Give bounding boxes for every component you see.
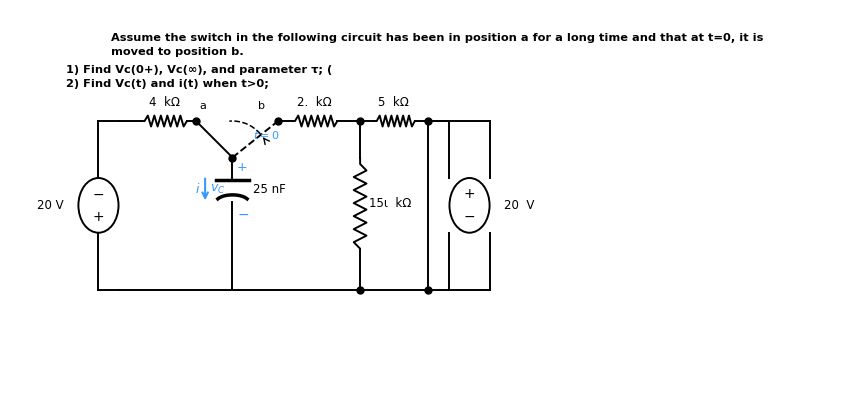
Text: a: a [199,101,206,111]
Text: −: − [93,187,104,202]
Text: −: − [464,210,475,224]
Text: +: + [93,210,104,224]
Text: $i$: $i$ [195,182,200,196]
Text: 5  kΩ: 5 kΩ [378,96,409,109]
Text: 2) Find Vc(t) and i(t) when t>0;: 2) Find Vc(t) and i(t) when t>0; [66,79,269,89]
Text: 4  kΩ: 4 kΩ [148,96,179,109]
Text: 1) Find Vc(0+), Vc(∞), and parameter τ; (: 1) Find Vc(0+), Vc(∞), and parameter τ; … [66,64,332,75]
Text: Assume the switch in the following circuit has been in position a for a long tim: Assume the switch in the following circu… [111,33,764,42]
Text: 25 nF: 25 nF [252,183,285,196]
Text: +: + [237,161,248,174]
Text: 15ι  kΩ: 15ι kΩ [369,197,412,210]
Text: 20  V: 20 V [505,199,535,212]
Text: $t = 0$: $t = 0$ [252,129,279,141]
Text: 2.  kΩ: 2. kΩ [297,96,332,109]
Text: moved to position b.: moved to position b. [111,47,244,57]
Text: $v_C$: $v_C$ [210,183,225,196]
Text: −: − [237,208,249,222]
Text: b: b [258,101,265,111]
Text: +: + [464,187,475,202]
Text: 20 V: 20 V [37,199,64,212]
